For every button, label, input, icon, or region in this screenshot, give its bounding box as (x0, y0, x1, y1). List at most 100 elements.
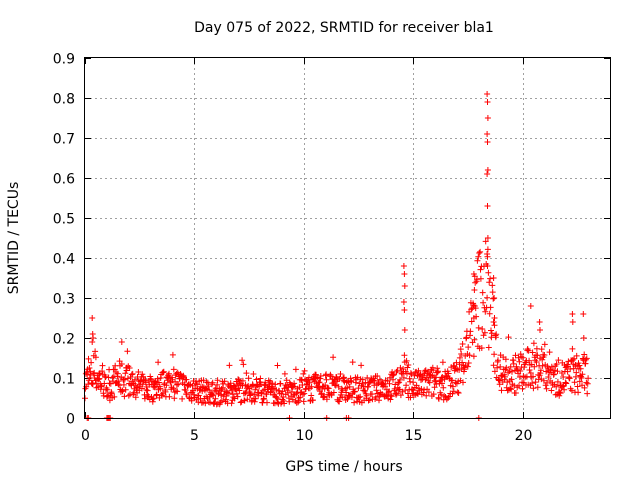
data-point (571, 355, 578, 362)
data-point (131, 376, 138, 383)
data-point (330, 354, 337, 361)
data-point (489, 282, 496, 289)
data-point (425, 389, 432, 396)
data-point (235, 376, 242, 383)
data-point (576, 362, 583, 369)
data-point (534, 384, 541, 391)
data-point (438, 391, 445, 398)
data-point (346, 383, 353, 390)
data-point (486, 279, 493, 286)
data-point (475, 253, 482, 260)
data-point (570, 365, 577, 372)
data-point (237, 399, 244, 406)
data-point (386, 380, 393, 387)
data-point (569, 345, 576, 352)
data-point (563, 380, 570, 387)
y-tick-label: 0.7 (53, 132, 75, 148)
data-point (251, 398, 258, 405)
data-point (533, 359, 540, 365)
data-point (526, 357, 533, 364)
data-point (264, 399, 270, 406)
data-point (218, 392, 225, 399)
data-point (477, 275, 484, 282)
data-point (316, 379, 323, 386)
data-point (313, 371, 319, 378)
data-point (240, 361, 247, 368)
data-point (556, 389, 563, 396)
data-point (205, 383, 212, 390)
x-tick-label: 0 (81, 428, 90, 444)
data-point (464, 363, 471, 370)
data-point (421, 386, 428, 393)
data-point (454, 389, 461, 396)
data-point (101, 380, 108, 387)
data-point (238, 398, 245, 405)
data-point (127, 374, 134, 381)
data-point (351, 388, 358, 395)
data-point (494, 364, 501, 371)
data-point (393, 390, 400, 397)
data-point (126, 365, 133, 371)
data-point (450, 388, 457, 395)
data-point (403, 357, 410, 364)
data-point (239, 377, 246, 384)
data-point (155, 359, 162, 366)
data-point (452, 379, 459, 386)
data-point (397, 392, 404, 399)
data-point (579, 371, 586, 378)
data-point (257, 375, 264, 382)
data-point (269, 380, 276, 387)
data-point (484, 131, 491, 137)
data-point (562, 379, 569, 386)
data-point (490, 275, 497, 281)
data-point (413, 382, 420, 389)
data-point (551, 371, 557, 378)
data-point (89, 339, 96, 345)
data-point (400, 263, 407, 269)
data-point (477, 248, 484, 255)
data-point (172, 378, 179, 385)
data-point (260, 395, 267, 402)
data-point (460, 379, 466, 386)
data-point (470, 353, 477, 360)
data-point (401, 352, 408, 359)
data-point (87, 372, 94, 378)
data-point (543, 385, 550, 392)
data-point (274, 362, 281, 369)
data-point (257, 381, 264, 388)
data-point (403, 382, 410, 389)
data-point (553, 383, 560, 390)
data-point (321, 393, 328, 400)
data-point (530, 385, 537, 392)
data-point (493, 331, 500, 338)
data-point (188, 397, 195, 404)
data-point (498, 387, 505, 394)
data-point (577, 365, 584, 372)
data-point (435, 368, 442, 375)
data-point (300, 398, 307, 405)
data-point (132, 394, 139, 401)
data-point (466, 352, 473, 359)
data-point (527, 303, 534, 309)
data-point (519, 385, 526, 392)
data-point (459, 359, 466, 366)
data-point (430, 367, 437, 374)
data-point (166, 393, 173, 400)
data-point (553, 361, 560, 368)
data-point (286, 398, 293, 405)
data-point (89, 315, 96, 321)
data-point (149, 398, 156, 405)
data-point (104, 386, 111, 393)
data-point (426, 379, 433, 386)
data-point (358, 362, 365, 369)
data-point (564, 368, 571, 375)
data-point (516, 374, 523, 380)
data-point (344, 396, 351, 402)
data-point (210, 392, 217, 399)
data-point (301, 390, 308, 397)
data-point (228, 400, 235, 407)
data-point (289, 384, 296, 391)
data-point (407, 394, 414, 401)
data-point (122, 370, 129, 377)
data-point (229, 387, 235, 394)
